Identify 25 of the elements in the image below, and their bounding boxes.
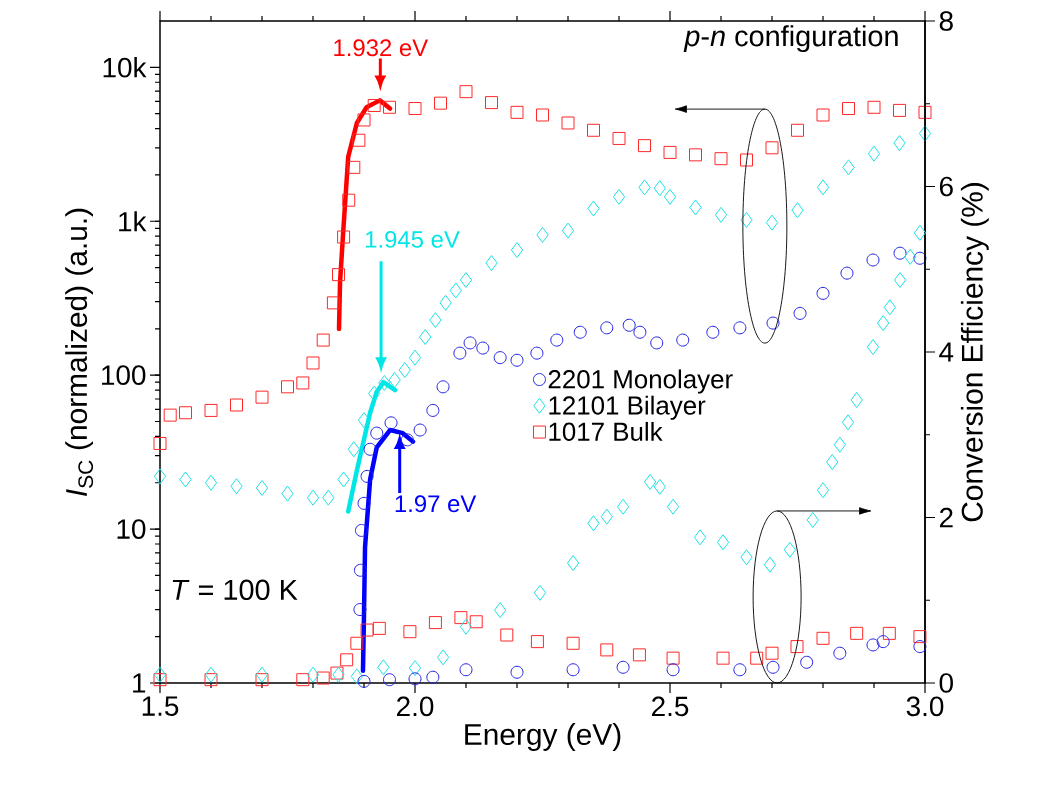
legend-label: 1017 Bulk — [549, 421, 663, 441]
y-axis-title: I$_{SC}$ (normalized) (a.u.) — [65, 208, 94, 496]
y2-axis-title: Conversion Efficiency (%) — [960, 183, 989, 522]
y-tick-label: 10k — [103, 57, 147, 78]
y-tick-label: 100 — [102, 365, 146, 386]
y2-tick-label: 6 — [939, 176, 953, 197]
legend-label: 12101 Bilayer — [549, 395, 706, 420]
x-tick-label: 3.0 — [906, 696, 944, 717]
x-axis-title: Energy (eV) — [465, 723, 621, 751]
y-tick-label: 10 — [117, 519, 146, 539]
x-tick-label: 2.5 — [652, 696, 689, 717]
annotation: 1.945 eV — [366, 230, 460, 248]
annotation: p-n configuration — [683, 25, 898, 53]
legend-label: 2201 Monolayer — [548, 369, 733, 394]
y2-tick-label: 0 — [939, 673, 953, 693]
annotation: 1.932 eV — [334, 39, 429, 57]
annotation: 1.97 eV — [395, 495, 477, 513]
annotation: T = 100 K — [172, 579, 298, 601]
y2-tick-label: 8 — [939, 11, 953, 31]
y2-tick-label: 4 — [939, 342, 954, 362]
x-tick-label: 2.0 — [397, 696, 434, 717]
x-tick-label: 1.5 — [142, 696, 179, 716]
y-tick-label: 1 — [133, 673, 146, 693]
y2-tick-label: 2 — [939, 507, 953, 528]
y-tick-label: 1k — [119, 211, 147, 232]
